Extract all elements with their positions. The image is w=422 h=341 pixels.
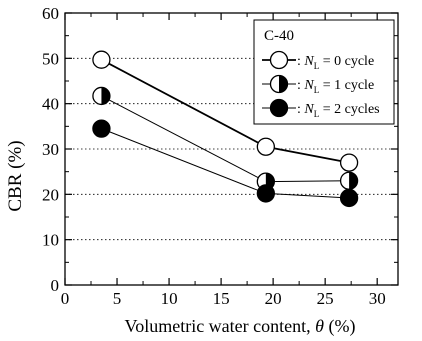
x-tick-label: 15 xyxy=(213,289,230,308)
legend-label: : NL = 0 cycle xyxy=(297,54,374,71)
y-tick-label: 10 xyxy=(42,231,59,250)
marker-half-fill xyxy=(349,172,358,190)
marker-open-circle xyxy=(256,137,275,156)
data-point-s0-1 xyxy=(256,137,275,156)
legend-title: C-40 xyxy=(264,28,294,44)
data-point-s0-2 xyxy=(339,153,359,172)
x-tick-label: 25 xyxy=(317,289,334,308)
y-tick-label: 60 xyxy=(42,4,59,23)
legend-marker xyxy=(269,50,289,70)
x-tick-label: 0 xyxy=(61,289,70,308)
y-tick-label: 0 xyxy=(51,276,60,295)
y-axis-label: CBR (%) xyxy=(5,140,26,211)
legend-item-1: : NL = 1 cycle xyxy=(262,74,374,95)
data-point-s1-0 xyxy=(92,86,111,106)
marker-filled-circle xyxy=(269,98,289,118)
y-tick-label: 50 xyxy=(42,49,59,68)
marker-filled-circle xyxy=(339,188,359,208)
y-tick-label: 20 xyxy=(42,185,59,204)
legend: C-40: NL = 0 cycle : NL = 1 cycle : NL = 2… xyxy=(253,19,395,125)
legend-item-0: : NL = 0 cycle xyxy=(262,50,374,71)
marker-open-circle xyxy=(269,50,289,70)
x-tick-label: 10 xyxy=(161,289,178,308)
marker-open-circle xyxy=(92,50,111,69)
x-tick-label: 30 xyxy=(369,289,386,308)
legend-item-2: : NL = 2 cycles xyxy=(262,98,380,119)
series-line-2 xyxy=(101,128,350,199)
legend-label: : NL = 2 cycles xyxy=(297,102,380,119)
x-tick-label: 20 xyxy=(265,289,282,308)
y-tick-label: 40 xyxy=(42,95,59,114)
marker-half-fill xyxy=(279,75,288,93)
data-point-s2-2 xyxy=(339,188,359,208)
tick-labels: 0 5 10 15 20 25 30 0 10 20 30 40 50 60 xyxy=(42,4,386,308)
y-tick-label: 30 xyxy=(42,140,59,159)
axes-layer xyxy=(64,12,399,286)
x-tick-label: 5 xyxy=(113,289,122,308)
marker-filled-circle xyxy=(256,184,275,203)
legend-label: : NL = 1 cycle xyxy=(297,78,374,95)
data-point-s1-2 xyxy=(339,171,359,190)
legend-marker xyxy=(269,74,289,94)
marker-filled-circle xyxy=(92,119,111,138)
data-point-s2-0 xyxy=(92,119,111,138)
data-point-s0-0 xyxy=(92,50,111,69)
legend-marker xyxy=(269,98,289,118)
marker-half-fill xyxy=(101,87,110,105)
data-point-s2-1 xyxy=(256,184,275,203)
x-axis-label: Volumetric water content, θ (%) xyxy=(125,316,356,337)
series-markers xyxy=(92,50,359,208)
marker-open-circle xyxy=(339,153,359,172)
